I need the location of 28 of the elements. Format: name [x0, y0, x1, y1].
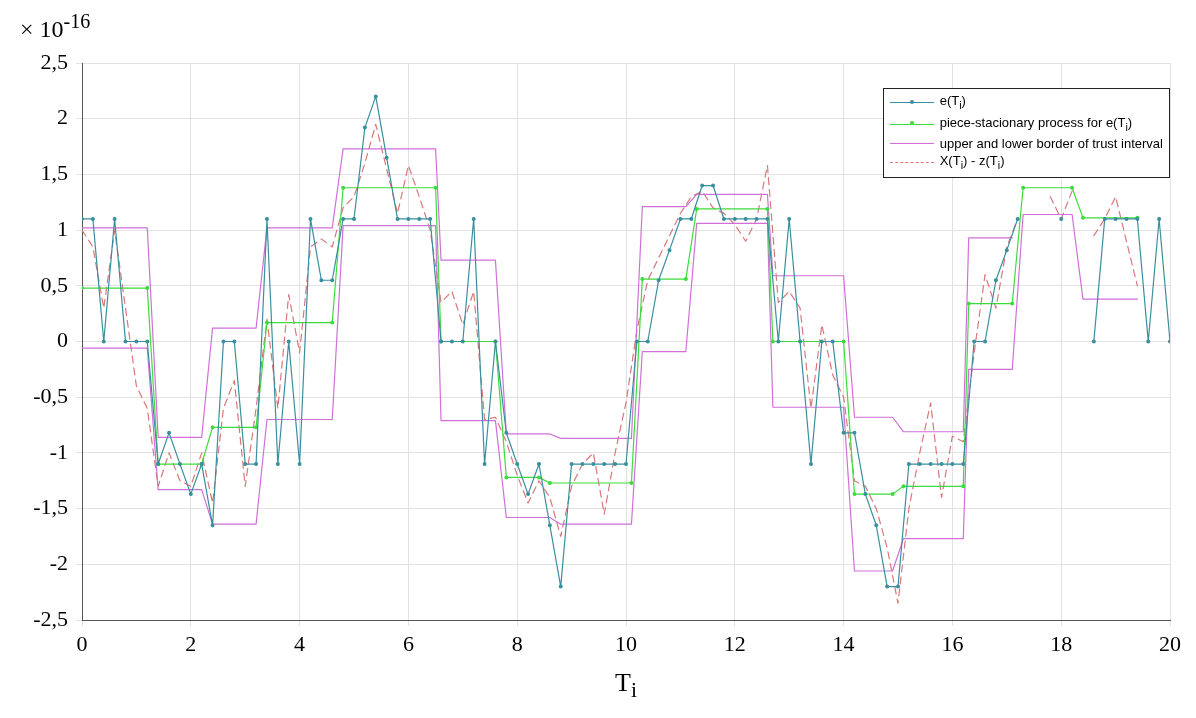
x-tick-label: 20 — [1159, 630, 1181, 656]
legend-label: X(T$_{i}$) - z(T$_{i}$) — [939, 152, 1005, 173]
y-tick-label: -2,5 — [33, 605, 68, 631]
x-tick-label: 16 — [941, 630, 964, 656]
legend-label: piece-stacionary process for e(T$_{i}$) — [939, 113, 1133, 135]
legend-label: e(T$_{i}$) — [939, 92, 966, 113]
x-tick-label: 14 — [832, 630, 855, 656]
y-tick-label: -1 — [49, 438, 68, 464]
y-tick-label: 1 — [57, 215, 68, 241]
y-tick-label: 1,5 — [40, 160, 68, 186]
y-tick-label: 2 — [57, 104, 68, 130]
x-tick-label: 0 — [76, 630, 88, 656]
y-tick-label: -0,5 — [33, 382, 68, 408]
y-tick-label: -2 — [49, 550, 68, 576]
text: × 10$^{-16}$ — [20, 10, 91, 43]
x-tick-label: 6 — [402, 630, 414, 656]
x-tick-label: 10 — [615, 630, 637, 656]
x-tick-label: 18 — [1050, 630, 1073, 656]
y-tick-label: -1,5 — [33, 494, 68, 520]
y-tick-label: 0 — [57, 327, 68, 353]
y-tick-label: 2,5 — [40, 48, 68, 74]
y-tick-label: 0,5 — [40, 271, 68, 297]
x-axis-title: T$_{i}$ — [614, 668, 638, 704]
x-tick-label: 2 — [185, 630, 197, 656]
x-tick-label: 8 — [511, 630, 523, 656]
x-tick-label: 4 — [294, 630, 306, 656]
legend-label: upper and lower border of trust interval — [939, 135, 1163, 153]
x-tick-label: 12 — [723, 630, 746, 656]
